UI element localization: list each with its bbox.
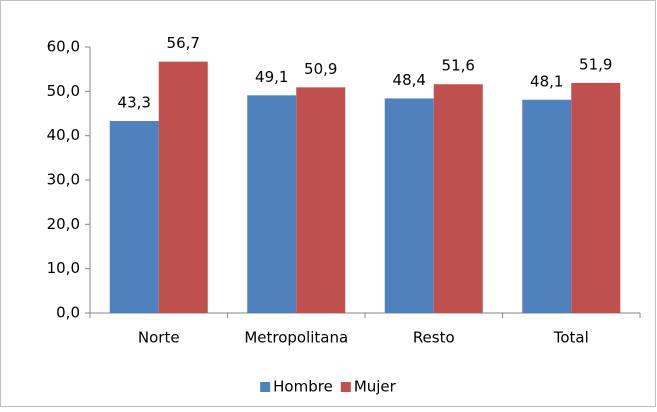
x-tick-label: Metropolitana	[244, 329, 348, 347]
legend-label: Mujer	[354, 378, 397, 396]
legend-swatch	[340, 382, 351, 392]
legend-label: Hombre	[273, 378, 333, 396]
bar	[433, 84, 483, 314]
data-label: 43,3	[118, 94, 151, 112]
y-tick-label: 30,0	[47, 171, 80, 189]
y-tick-label: 50,0	[47, 82, 80, 100]
y-tick-label: 20,0	[47, 215, 80, 233]
bar	[296, 87, 346, 314]
y-tick-label: 60,0	[47, 38, 80, 56]
legend-swatch	[260, 382, 271, 392]
y-tick-label: 10,0	[47, 259, 80, 277]
bar	[247, 95, 297, 313]
x-tick-label: Total	[553, 329, 589, 347]
bar	[158, 61, 208, 313]
data-label: 49,1	[255, 68, 288, 86]
data-label: 50,9	[304, 60, 337, 78]
data-label: 48,4	[393, 71, 426, 89]
bar	[109, 121, 159, 313]
data-label: 48,1	[530, 72, 563, 90]
bar	[384, 98, 434, 313]
data-label: 51,6	[442, 57, 475, 75]
y-tick-label: 0,0	[56, 304, 80, 322]
x-tick-label: Resto	[413, 329, 455, 347]
bar	[571, 82, 621, 313]
y-tick-label: 40,0	[47, 126, 80, 144]
x-tick-label: Norte	[138, 329, 180, 347]
bar	[522, 99, 572, 313]
data-label: 56,7	[167, 34, 200, 52]
data-label: 51,9	[579, 55, 612, 73]
